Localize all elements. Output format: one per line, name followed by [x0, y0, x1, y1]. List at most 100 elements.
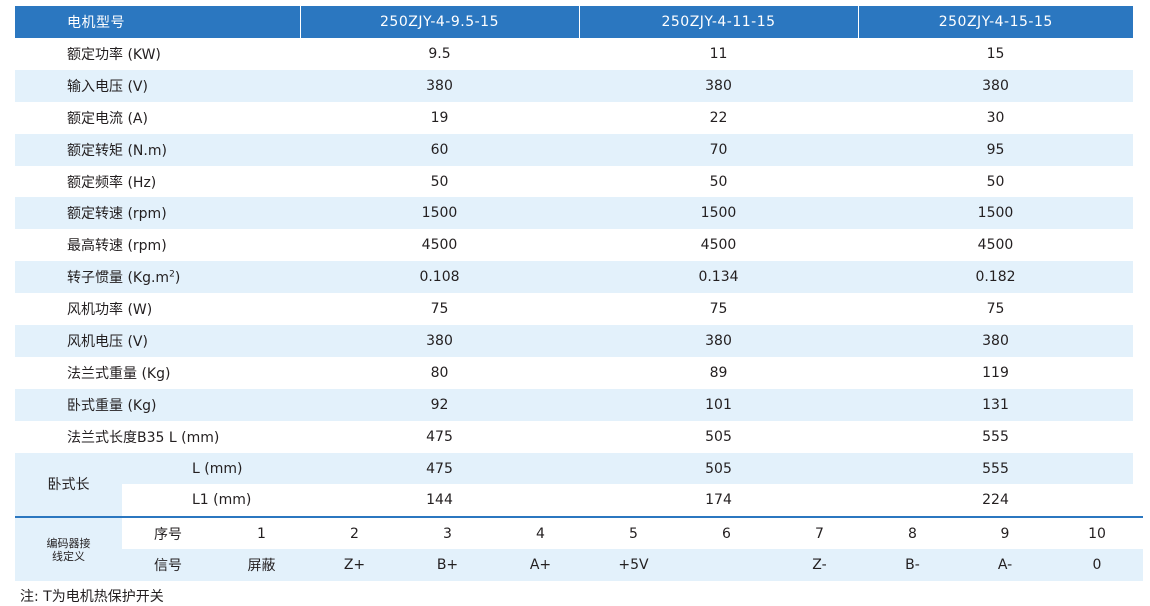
- spec-value-cell: 144: [426, 492, 453, 509]
- spec-row-label: 额定频率 (Hz): [67, 174, 157, 191]
- header-model-1: 250ZJY-4-9.5-15: [299, 6, 579, 38]
- encoder-signal-label: 信号: [122, 549, 215, 581]
- spec-row-label: 额定转矩 (N.m): [15, 133, 300, 166]
- spec-row: 法兰式重量 (Kg) 80 89 119: [15, 357, 1133, 389]
- encoder-seq-label: 序号: [122, 516, 215, 549]
- spec-value-cell: 4500: [977, 237, 1014, 254]
- spec-row: 转子惯量 (Kg.m2) 0.108 0.134 0.182: [15, 261, 1133, 294]
- encoder-seq-cell: 2: [308, 516, 401, 549]
- spec-value-cell: 380: [579, 69, 858, 102]
- spec-row-label: 输入电压 (V): [15, 69, 300, 102]
- spec-value-cell: 101: [579, 388, 858, 421]
- spec-row-label-end: ): [174, 270, 181, 287]
- encoder-seq-cell: 3: [401, 516, 494, 549]
- spec-value-cell: 380: [858, 325, 1133, 357]
- spec-value-cell: 380: [300, 325, 579, 357]
- encoder-signal-cell: B+: [401, 549, 494, 581]
- spec-value-cell: 50: [986, 173, 1005, 190]
- spec-row: 风机功率 (W) 75 75 75: [15, 293, 1133, 325]
- spec-value-cell: 19: [430, 109, 449, 126]
- spec-value-cell: 224: [982, 492, 1009, 509]
- spec-value-cell: 0.108: [300, 261, 579, 294]
- spec-value-cell: 0.182: [858, 261, 1133, 294]
- spec-value-cell: 50: [430, 173, 449, 190]
- thermal-protection-note: 注: T为电机热保护开关: [20, 589, 164, 605]
- encoder-seq-row: 编码器接 线定义 序号 1 2 3 4 5 6 7 8 9 10: [15, 516, 1143, 581]
- spec-row-label: 额定功率 (KW): [67, 46, 161, 63]
- horizontal-length-label: 卧式长: [15, 452, 122, 517]
- spec-row: 额定转矩 (N.m) 60 70 95: [15, 133, 1133, 166]
- spec-row-label: 法兰式长度B35 L (mm): [67, 429, 220, 446]
- spec-value-cell: 555: [982, 428, 1009, 445]
- spec-row: 额定转速 (rpm) 1500 1500 1500: [15, 197, 1133, 230]
- header-model-2: 250ZJY-4-11-15: [578, 6, 858, 38]
- spec-row-label: 额定电流 (A): [67, 110, 148, 127]
- encoder-signal-cell: [680, 549, 773, 581]
- encoder-signal-cell: A-: [959, 549, 1051, 581]
- encoder-signal-cell: 0: [1051, 549, 1143, 581]
- spec-row: 额定频率 (Hz) 50 50 50: [15, 166, 1133, 198]
- encoder-seq-cell: 4: [494, 516, 587, 549]
- spec-row: 最高转速 (rpm) 4500 4500 4500: [15, 229, 1133, 261]
- encoder-seq-cell: 5: [587, 516, 680, 549]
- spec-value-cell: 174: [705, 492, 732, 509]
- spec-row: L1 (mm) 144 174 224: [15, 484, 1133, 516]
- spec-value-cell: 475: [426, 428, 453, 445]
- spec-value-cell: 119: [982, 364, 1009, 381]
- spec-row: 额定电流 (A) 19 22 30: [15, 102, 1133, 134]
- encoder-seq-cell: 7: [773, 516, 866, 549]
- spec-row-label: 转子惯量 (Kg.m2): [15, 261, 300, 294]
- spec-value-cell: 1500: [300, 197, 579, 230]
- spec-value-cell: 380: [300, 69, 579, 102]
- encoder-signal-cell: +5V: [587, 549, 680, 581]
- spec-value-cell: 555: [858, 452, 1133, 485]
- spec-value-cell: 80: [430, 364, 449, 381]
- spec-row-label: 最高转速 (rpm): [67, 238, 167, 255]
- spec-row-label: 额定转速 (rpm): [15, 197, 300, 230]
- spec-row-label: L (mm): [122, 452, 300, 485]
- spec-row: 风机电压 (V) 380 380 380: [15, 325, 1133, 357]
- spec-header-row: 电机型号 250ZJY-4-9.5-15 250ZJY-4-11-15 250Z…: [15, 6, 1133, 38]
- spec-row-label: L1 (mm): [192, 492, 252, 509]
- spec-value-cell: 22: [709, 109, 728, 126]
- spec-row-label: 风机电压 (V): [15, 325, 300, 357]
- spec-value-cell: 75: [986, 301, 1005, 318]
- spec-value-cell: 75: [709, 301, 728, 318]
- header-model-label: 电机型号: [15, 6, 300, 38]
- encoder-wiring-table: 编码器接 线定义 序号 1 2 3 4 5 6 7 8 9 10 信号 屏蔽 Z+ B+ A+ +5V Z- B- A- 0: [15, 516, 1143, 581]
- encoder-signal-cell: 屏蔽: [215, 549, 308, 581]
- spec-value-cell: 1500: [858, 197, 1133, 230]
- encoder-signal-cell: A+: [494, 549, 587, 581]
- spec-value-cell: 475: [300, 452, 579, 485]
- spec-value-cell: 505: [579, 452, 858, 485]
- spec-row: 额定功率 (KW) 9.5 11 15: [15, 38, 1133, 70]
- spec-value-cell: 70: [579, 133, 858, 166]
- spec-row-label: 法兰式重量 (Kg): [67, 365, 171, 382]
- spec-row: 卧式重量 (Kg) 92 101 131: [15, 388, 1133, 421]
- spec-value-cell: 60: [300, 133, 579, 166]
- encoder-seq-cell: 8: [866, 516, 959, 549]
- spec-row-label: 风机功率 (W): [67, 302, 153, 319]
- spec-row-label-text: 转子惯量 (Kg.m: [67, 270, 170, 287]
- encoder-signal-cell: B-: [866, 549, 959, 581]
- spec-value-cell: 9.5: [428, 45, 451, 62]
- spec-value-cell: 4500: [421, 237, 458, 254]
- spec-value-cell: 131: [858, 388, 1133, 421]
- encoder-signal-cell: Z-: [773, 549, 866, 581]
- spec-row-label-superscript: 2: [169, 269, 175, 280]
- spec-value-cell: 11: [709, 45, 728, 62]
- encoder-title-line2: 线定义: [52, 549, 85, 563]
- encoder-signal-row: 信号 屏蔽 Z+ B+ A+ +5V Z- B- A- 0: [15, 549, 1143, 581]
- encoder-title-line1: 编码器接: [46, 536, 91, 550]
- spec-row: 输入电压 (V) 380 380 380: [15, 69, 1133, 102]
- spec-value-cell: 380: [858, 69, 1133, 102]
- spec-value-cell: 1500: [579, 197, 858, 230]
- encoder-seq-cell: 10: [1051, 516, 1143, 549]
- spec-value-cell: 92: [300, 388, 579, 421]
- motor-spec-table: 电机型号 250ZJY-4-9.5-15 250ZJY-4-11-15 250Z…: [15, 6, 1133, 517]
- spec-value-cell: 505: [705, 428, 732, 445]
- encoder-seq-cell: 9: [959, 516, 1051, 549]
- spec-row-label: 卧式重量 (Kg): [15, 388, 300, 421]
- spec-value-cell: 0.134: [579, 261, 858, 294]
- encoder-seq-cell: 1: [215, 516, 308, 549]
